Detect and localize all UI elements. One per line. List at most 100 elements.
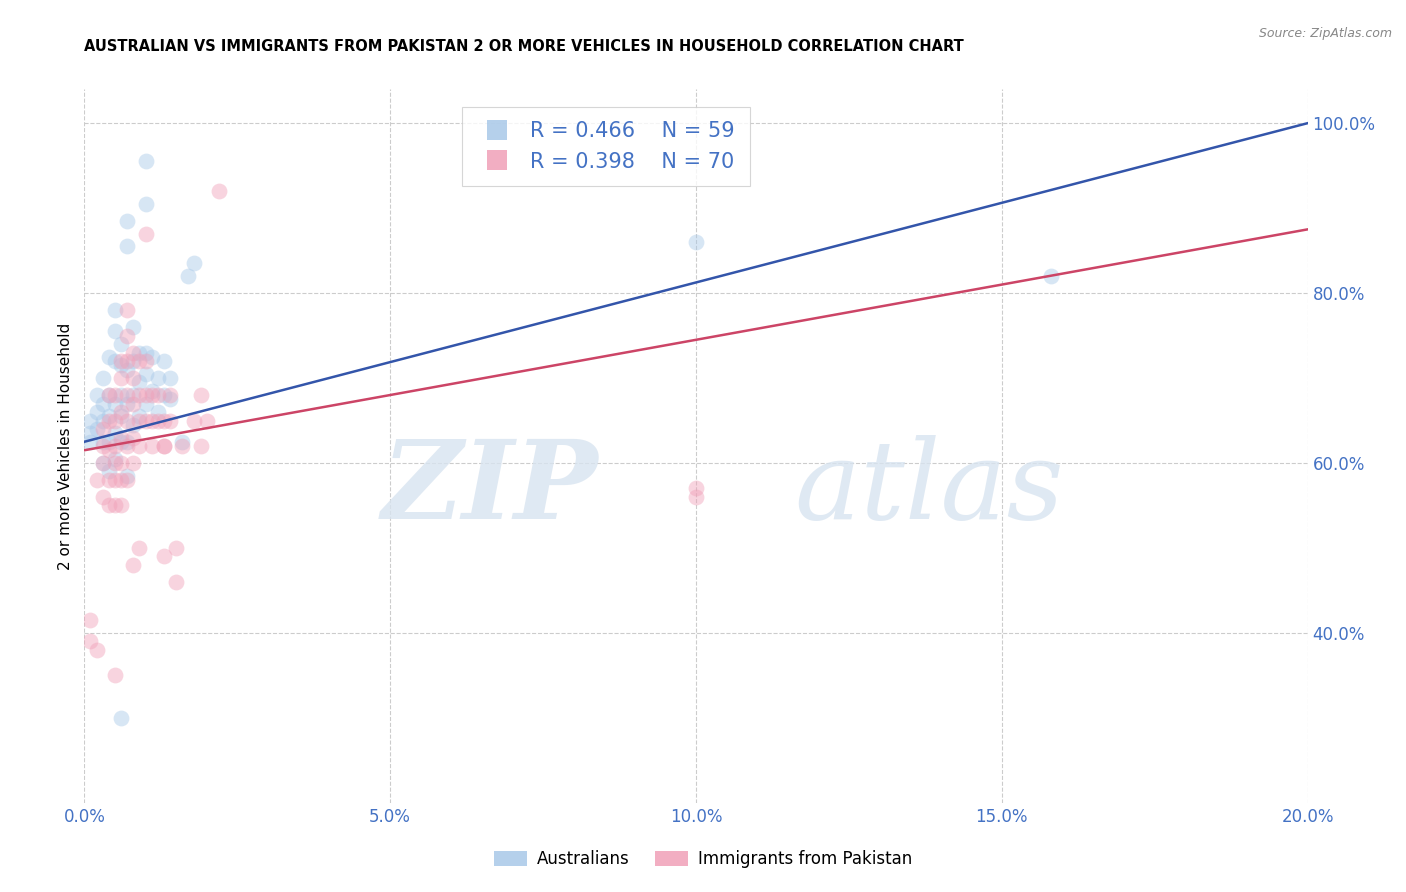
Text: AUSTRALIAN VS IMMIGRANTS FROM PAKISTAN 2 OR MORE VEHICLES IN HOUSEHOLD CORRELATI: AUSTRALIAN VS IMMIGRANTS FROM PAKISTAN 2… [84,38,965,54]
Point [115,413,138,427]
Point [146,388,169,402]
Point [208,184,231,198]
Point [110,337,132,351]
Point [110,359,132,373]
Point [104,354,127,368]
Point [110,473,132,487]
Point [104,499,127,513]
Point [159,371,181,385]
Point [97,473,120,487]
Point [122,320,145,334]
Point [135,154,157,169]
Point [128,345,150,359]
Point [685,490,707,504]
Point [97,413,120,427]
Point [122,558,145,572]
Point [122,456,145,470]
Point [110,371,132,385]
Point [685,482,707,496]
Point [128,354,150,368]
Point [86,643,108,657]
Point [685,235,707,249]
Point [115,434,138,449]
Point [141,388,163,402]
Point [104,324,127,338]
Point [177,269,200,284]
Point [135,413,157,427]
Text: atlas: atlas [794,435,1063,542]
Point [141,413,163,427]
Point [104,456,127,470]
Point [91,371,114,385]
Point [79,634,101,648]
Point [159,392,181,407]
Point [110,388,132,402]
Point [1039,269,1062,284]
Point [122,345,145,359]
Point [115,362,138,376]
Point [86,388,108,402]
Point [104,473,127,487]
Point [122,430,145,444]
Point [79,413,101,427]
Point [97,388,120,402]
Point [165,541,187,555]
Point [122,388,145,402]
Point [115,468,138,483]
Point [91,456,114,470]
Point [110,711,132,725]
Point [115,328,138,343]
Point [97,350,120,364]
Point [141,384,163,398]
Point [172,434,194,449]
Point [153,549,176,564]
Point [190,439,212,453]
Text: Source: ZipAtlas.com: Source: ZipAtlas.com [1258,27,1392,40]
Point [86,422,108,436]
Point [110,456,132,470]
Point [128,439,150,453]
Point [104,388,127,402]
Point [86,473,108,487]
Point [104,439,127,453]
Point [135,197,157,211]
Point [91,422,114,436]
Point [128,388,150,402]
Point [97,443,120,458]
Point [97,465,120,479]
Point [86,405,108,419]
Point [128,376,150,390]
Point [122,396,145,410]
Legend: R = 0.466    N = 59, R = 0.398    N = 70: R = 0.466 N = 59, R = 0.398 N = 70 [461,107,749,186]
Point [79,434,101,449]
Point [104,451,127,466]
Point [128,413,150,427]
Point [146,405,169,419]
Point [104,413,127,427]
Point [91,396,114,410]
Point [110,430,132,444]
Point [122,371,145,385]
Point [165,574,187,589]
Point [153,354,176,368]
Point [91,456,114,470]
Point [183,413,205,427]
Point [141,350,163,364]
Point [172,439,194,453]
Point [91,434,114,449]
Point [91,490,114,504]
Point [115,303,138,318]
Point [97,409,120,424]
Text: ZIP: ZIP [381,435,598,542]
Point [104,303,127,318]
Point [122,417,145,432]
Point [110,434,132,449]
Point [79,426,101,441]
Point [159,413,181,427]
Point [104,396,127,410]
Point [195,413,218,427]
Point [104,668,127,682]
Point [128,409,150,424]
Point [135,354,157,368]
Legend: Australians, Immigrants from Pakistan: Australians, Immigrants from Pakistan [486,844,920,875]
